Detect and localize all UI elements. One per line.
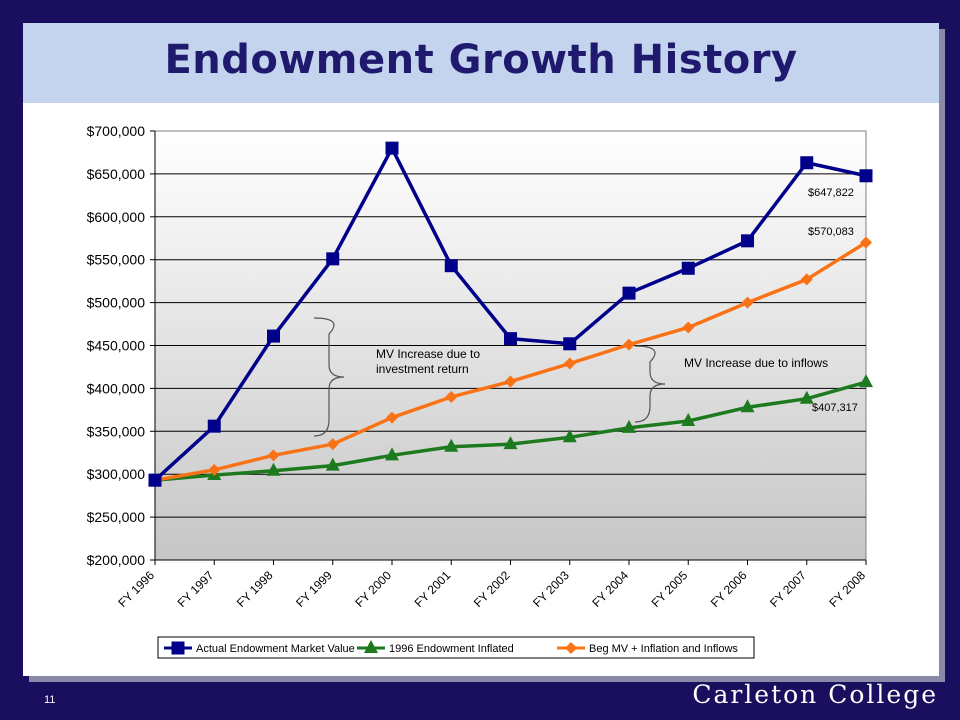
x-tick-label: FY 2001 [412, 568, 454, 610]
data-point [623, 287, 636, 300]
x-tick-label: FY 2007 [767, 568, 809, 610]
annotation-investment-return: MV Increase due to [376, 347, 480, 361]
data-point [800, 156, 813, 169]
data-point [504, 332, 517, 345]
annotation-inflated-end-value: $407,317 [812, 402, 858, 414]
annotation-investment-return: investment return [376, 362, 469, 376]
institution-logo: Carleton College [692, 680, 938, 709]
y-tick-label: $700,000 [87, 123, 146, 139]
data-point [563, 337, 576, 350]
data-point [149, 474, 162, 487]
y-axis: $200,000 $250,000 $300,000 $350,000 $400,000… [87, 123, 155, 568]
y-tick-label: $250,000 [87, 509, 146, 525]
legend-label: Actual Endowment Market Value [196, 643, 355, 655]
x-tick-label: FY 2000 [352, 568, 394, 610]
annotation-actual-end-value: $647,822 [808, 187, 854, 199]
data-point [682, 262, 695, 275]
data-point [326, 252, 339, 265]
y-tick-label: $200,000 [87, 552, 146, 568]
x-tick-label: FY 2003 [530, 568, 572, 610]
y-tick-label: $450,000 [87, 338, 146, 354]
data-point [267, 330, 280, 343]
y-tick-label: $350,000 [87, 423, 146, 439]
x-tick-label: FY 2006 [708, 568, 750, 610]
x-tick-label: FY 2008 [826, 568, 868, 610]
page-number: 11 [44, 694, 55, 706]
data-point [860, 169, 873, 182]
legend-label: Beg MV + Inflation and Inflows [589, 643, 738, 655]
data-point [386, 142, 399, 155]
y-tick-label: $300,000 [87, 466, 146, 482]
data-point [172, 642, 185, 655]
annotation-beg-end-value: $570,083 [808, 226, 854, 238]
x-tick-label: FY 1997 [175, 568, 217, 610]
y-tick-label: $500,000 [87, 295, 146, 311]
x-tick-label: FY 2004 [589, 568, 631, 610]
y-tick-label: $400,000 [87, 380, 146, 396]
x-tick-label: FY 2002 [471, 568, 513, 610]
y-tick-label: $650,000 [87, 166, 146, 182]
x-tick-label: FY 1999 [293, 568, 335, 610]
x-axis: FY 1996 FY 1997 FY 1998 FY 1999 FY 2000 FY 20… [115, 560, 868, 610]
data-point [445, 259, 458, 272]
y-tick-label: $550,000 [87, 252, 146, 268]
legend: Actual Endowment Market Value 1996 Endowm… [158, 637, 754, 658]
x-tick-label: FY 1998 [234, 568, 276, 610]
legend-label: 1996 Endowment Inflated [389, 643, 514, 655]
endowment-line-chart: $200,000 $250,000 $300,000 $350,000 $400,000… [0, 0, 960, 720]
data-point [208, 420, 221, 433]
y-tick-label: $600,000 [87, 209, 146, 225]
annotation-inflows: MV Increase due to inflows [684, 356, 828, 370]
x-tick-label: FY 1996 [115, 568, 157, 610]
x-tick-label: FY 2005 [649, 568, 691, 610]
data-point [741, 234, 754, 247]
